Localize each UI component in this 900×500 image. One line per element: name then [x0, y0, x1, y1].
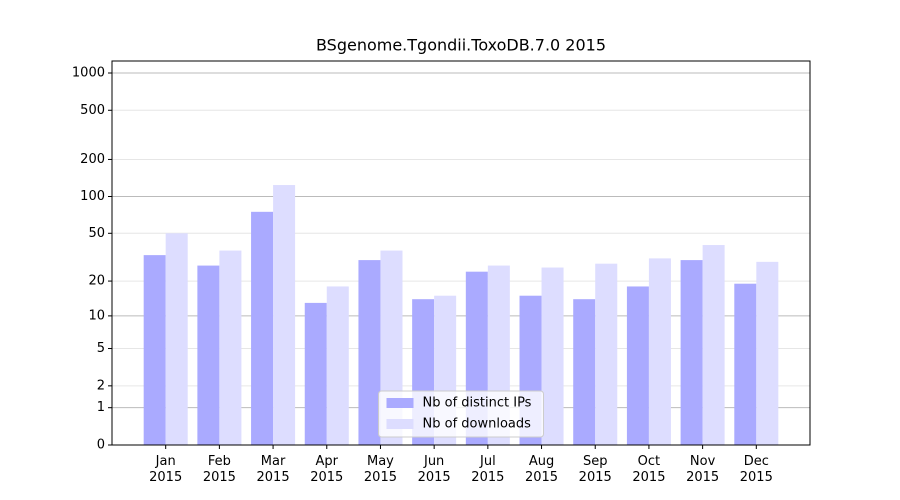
bar — [304, 302, 327, 445]
x-tick-label: Feb 2015 — [202, 454, 236, 485]
x-tick-label: Jul 2015 — [471, 454, 505, 485]
bar — [219, 250, 242, 445]
y-tick-label: 5 — [97, 341, 105, 356]
bar — [273, 185, 296, 445]
bar — [358, 260, 381, 445]
x-tick-label: May 2015 — [363, 454, 397, 485]
y-tick-label: 0 — [97, 438, 105, 453]
x-tick-label: Apr 2015 — [310, 454, 344, 485]
bar — [734, 283, 757, 445]
bar — [573, 299, 596, 445]
x-tick-label: Jun 2015 — [417, 454, 451, 485]
legend-label: Nb of downloads — [423, 417, 532, 432]
y-tick-label: 20 — [88, 274, 105, 289]
bar — [756, 261, 779, 445]
y-tick-label: 100 — [80, 189, 105, 204]
chart-title: BSgenome.Tgondii.ToxoDB.7.0 2015 — [316, 36, 606, 55]
x-tick-label: Aug 2015 — [524, 454, 559, 485]
legend-swatch — [386, 419, 414, 429]
y-tick-label: 1 — [97, 400, 105, 415]
bar — [251, 211, 274, 445]
bar — [680, 260, 703, 445]
bar — [326, 286, 349, 445]
y-tick-label: 50 — [88, 226, 105, 241]
y-tick-label: 1000 — [72, 66, 105, 81]
bar — [648, 258, 671, 445]
bar — [541, 267, 564, 445]
legend-box — [378, 390, 544, 438]
bar — [143, 255, 166, 445]
bar — [702, 245, 725, 445]
y-tick-label: 10 — [88, 308, 105, 323]
bar — [626, 286, 649, 445]
x-tick-label: Nov 2015 — [686, 454, 720, 485]
y-tick-label: 2 — [97, 378, 105, 393]
legend-swatch — [386, 398, 414, 408]
x-tick-label: Oct 2015 — [632, 454, 666, 485]
x-tick-label: Jan 2015 — [149, 454, 183, 485]
legend-label: Nb of distinct IPs — [423, 396, 532, 411]
plot-frame — [111, 60, 811, 446]
bar — [595, 263, 618, 445]
y-tick-label: 200 — [80, 152, 105, 167]
x-tick-label: Dec 2015 — [739, 454, 773, 485]
x-tick-label: Sep 2015 — [578, 454, 612, 485]
bar — [165, 233, 188, 445]
bar — [197, 265, 220, 445]
y-tick-label: 500 — [80, 103, 105, 118]
x-tick-label: Mar 2015 — [256, 454, 290, 485]
